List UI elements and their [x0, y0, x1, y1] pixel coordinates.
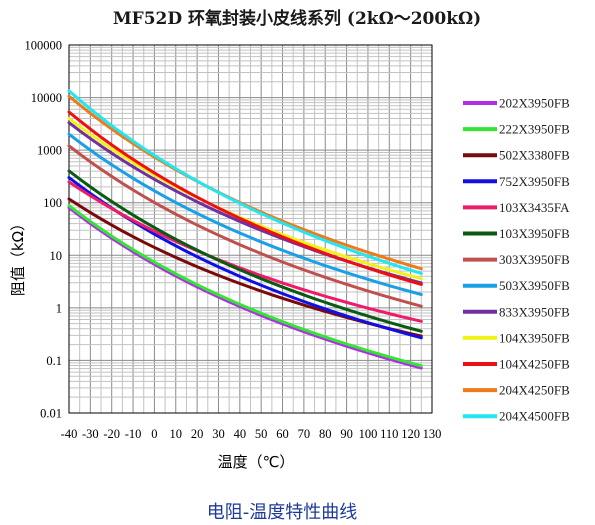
y-tick-label: 1	[56, 301, 62, 315]
curve-103X3950FB	[67, 169, 423, 333]
legend-label-303X3950FB: 303X3950FB	[499, 252, 570, 267]
curve-202X3950FB	[67, 206, 423, 370]
x-axis-label: 温度（℃）	[218, 453, 295, 471]
y-tick-label: 1000	[37, 144, 62, 158]
y-axis-label: 阻值（kΩ）	[9, 216, 27, 296]
legend-label-104X3950FB: 104X3950FB	[499, 330, 570, 345]
curve-series-group	[67, 89, 423, 370]
x-tick-label: 110	[380, 427, 398, 441]
x-tick-label: -20	[103, 427, 120, 441]
curve-104X3950FB	[67, 116, 423, 281]
x-tick-label: 0	[151, 427, 157, 441]
x-tick-label: -10	[125, 427, 142, 441]
legend-label-103X3435FA: 103X3435FA	[499, 200, 570, 215]
plot-frame	[68, 44, 433, 414]
y-tick-labels: 100000 10000 1000 100 10 1 0.1 0.01	[25, 39, 63, 421]
chart-title: MF52D 环氧封装小皮线系列 (2kΩ～200kΩ)	[113, 8, 481, 29]
plot-grid	[68, 45, 433, 414]
curve-303X3950FB	[67, 144, 423, 308]
x-tick-label: 120	[401, 427, 420, 441]
legend-label-222X3950FB: 222X3950FB	[499, 122, 570, 137]
y-tick-label: 10000	[31, 91, 62, 105]
legend-label-833X3950FB: 833X3950FB	[499, 304, 570, 319]
x-tick-label: 100	[359, 427, 378, 441]
legend-label-204X4500FB: 204X4500FB	[499, 409, 570, 424]
x-tick-label: 130	[423, 427, 442, 441]
x-tick-label: 40	[234, 427, 247, 441]
curve-103X3435FA	[67, 180, 423, 323]
y-tick-label: 0.01	[40, 407, 62, 421]
curve-204X4500FB	[67, 89, 423, 275]
legend: 202X3950FB 222X3950FB 502X3380FB 752X3950FB…	[463, 96, 570, 424]
y-tick-label: 0.1	[46, 354, 62, 368]
y-tick-label: 10	[50, 249, 63, 263]
legend-label-204X4250FB: 204X4250FB	[499, 383, 570, 398]
x-tick-label: 90	[340, 427, 353, 441]
legend-label-502X3380FB: 502X3380FB	[499, 148, 570, 163]
x-tick-label: 10	[170, 427, 183, 441]
x-tick-labels: -40 -30 -20 -10 0 10 20 30 40 50 60 70 80 90 100 110 120…	[61, 427, 442, 441]
chart-caption: 电阻-温度特性曲线	[207, 502, 358, 523]
curve-222X3950FB	[67, 204, 423, 368]
legend-label-104X4250FB: 104X4250FB	[499, 357, 570, 372]
x-tick-label: 30	[212, 427, 225, 441]
x-tick-label: 70	[298, 427, 311, 441]
legend-label-752X3950FB: 752X3950FB	[499, 174, 570, 189]
x-tick-label: 80	[319, 427, 332, 441]
x-tick-label: -30	[82, 427, 99, 441]
curve-104X4250FB	[67, 110, 423, 286]
y-tick-label: 100000	[25, 39, 63, 53]
legend-label-202X3950FB: 202X3950FB	[499, 96, 570, 111]
x-tick-label: 20	[191, 427, 204, 441]
legend-label-503X3950FB: 503X3950FB	[499, 278, 570, 293]
legend-label-103X3950FB: 103X3950FB	[499, 226, 570, 241]
x-tick-label: 50	[255, 427, 268, 441]
y-tick-label: 100	[43, 196, 62, 210]
x-tick-label: 60	[276, 427, 289, 441]
x-tick-label: -40	[61, 427, 78, 441]
curve-503X3950FB	[67, 132, 423, 297]
